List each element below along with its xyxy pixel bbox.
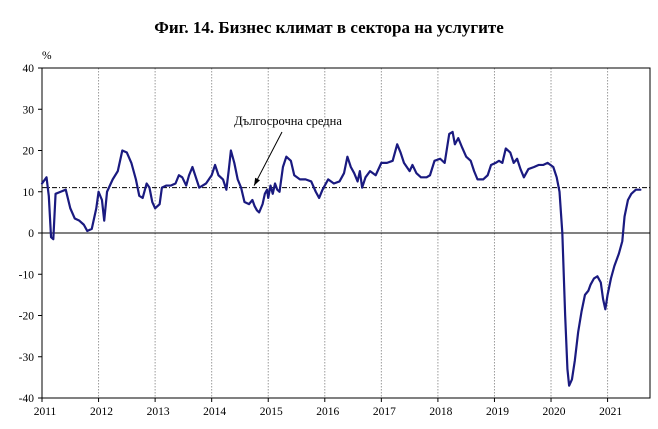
x-tick-label: 2019 [486,406,509,418]
annotation-arrow-head [254,177,260,186]
y-tick-label: 30 [23,104,35,116]
x-tick-label: 2014 [203,406,226,418]
horizontal-reference-lines [42,187,650,234]
x-tick-label: 2012 [90,406,113,418]
x-axis-ticks: 2011 2012 2013 2014 2015 2016 2017 2018 2019 2020… [34,398,622,418]
y-tick-label: 10 [23,187,35,199]
series-line-business-climate [40,130,642,387]
x-tick-label: 2017 [373,406,396,418]
y-tick-label: -20 [19,311,35,323]
y-axis-unit: % [42,50,52,62]
annotation-arrow-line [253,131,283,186]
x-tick-label: 2016 [316,406,339,418]
chart-title: Фиг. 14. Бизнес климат в сектора на услу… [154,18,504,37]
y-tick-label: -30 [19,352,35,364]
y-tick-label: 20 [23,146,35,158]
plot-area-frame [41,67,651,399]
y-tick-label: 40 [23,63,35,75]
y-tick-label: -40 [19,393,35,405]
x-tick-label: 2011 [34,406,57,418]
x-tick-label: 2018 [429,406,452,418]
y-tick-label: -10 [19,269,35,281]
annotation-text: Дългосрочна средна [234,114,342,128]
y-tick-label: 0 [28,228,34,240]
x-tick-label: 2021 [599,406,622,418]
annotation-long-term-average: Дългосрочна средна [234,114,342,186]
y-axis-ticks: 40 30 20 10 0 -10 -20 -30 -40 [19,63,42,405]
x-tick-label: 2015 [260,406,283,418]
x-tick-label: 2020 [543,406,566,418]
x-tick-label: 2013 [147,406,170,418]
